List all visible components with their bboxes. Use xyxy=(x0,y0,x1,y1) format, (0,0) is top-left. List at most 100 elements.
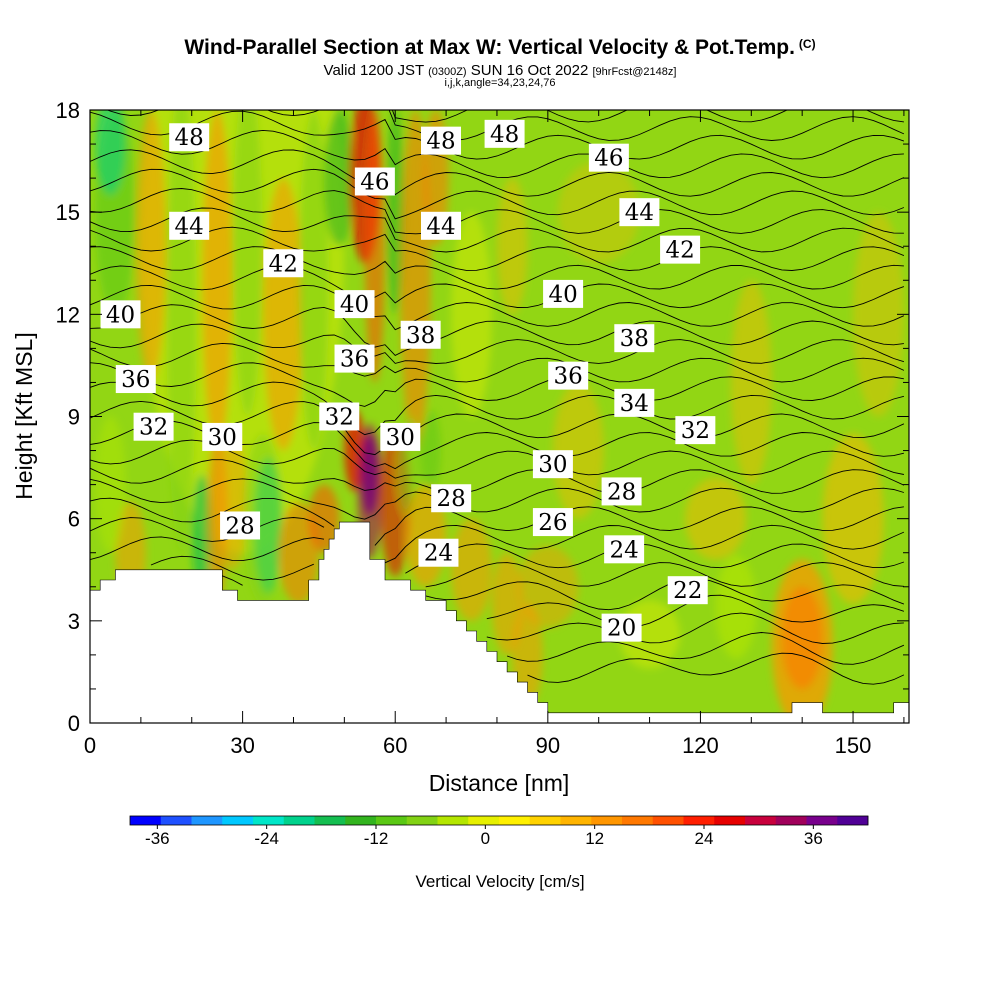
velocity-blob-32 xyxy=(512,603,543,706)
velocity-blob-10 xyxy=(324,110,355,247)
colorbar-swatch-15 xyxy=(591,816,623,825)
velocity-blob-3 xyxy=(95,110,126,196)
contour-label-32: 20 xyxy=(607,616,636,642)
contour-label-bg-27 xyxy=(220,511,261,540)
contour-label-bg-3 xyxy=(354,167,395,196)
contour-label-8: 42 xyxy=(269,251,298,277)
velocity-blob-41 xyxy=(558,161,640,264)
contour-label-bg-14 xyxy=(614,324,655,353)
contour-label-6: 44 xyxy=(426,214,455,240)
theta-contour-42 xyxy=(90,188,904,235)
chart-title: Wind-Parallel Section at Max W: Vertical… xyxy=(184,36,816,59)
colorbar-tick-label-6: 36 xyxy=(804,829,823,848)
y-tick-label-3: 9 xyxy=(68,405,80,430)
contour-label-9: 42 xyxy=(665,238,694,264)
contour-label-13: 38 xyxy=(406,323,435,349)
theta-contour-34 xyxy=(90,342,905,383)
y-tick-label-1: 3 xyxy=(68,609,80,634)
colorbar-swatch-21 xyxy=(775,816,807,825)
contour-label-bg-16 xyxy=(334,344,375,373)
contour-label-23: 30 xyxy=(386,425,415,451)
contour-label-14: 38 xyxy=(620,326,649,352)
contour-label-5: 44 xyxy=(175,214,204,240)
chart-title-suffix: (C) xyxy=(798,37,816,51)
colorbar-swatch-10 xyxy=(437,816,469,825)
theta-contour-23 xyxy=(150,555,904,588)
contour-label-bg-30 xyxy=(604,535,645,564)
colorbar-swatch-17 xyxy=(652,816,684,825)
contour-label-31: 22 xyxy=(673,578,702,604)
theta-contour-20 xyxy=(486,612,904,644)
subtitle-small-b: [9hrFcst@2148z] xyxy=(592,66,677,78)
velocity-blob-14 xyxy=(400,110,431,451)
colorbar-frame xyxy=(129,815,869,826)
x-tick-label-1: 30 xyxy=(230,733,254,758)
contour-label-bg-13 xyxy=(400,320,441,349)
contour-label-bg-28 xyxy=(532,508,573,537)
contour-label-bg-23 xyxy=(380,422,421,451)
theta-contour-46 xyxy=(90,110,905,160)
contour-label-1: 48 xyxy=(426,129,455,155)
contour-label-bg-29 xyxy=(418,538,459,567)
contour-label-4: 46 xyxy=(594,146,623,172)
theta-contour-32 xyxy=(90,381,905,436)
velocity-blob-37 xyxy=(822,433,884,604)
y-tick-label-5: 15 xyxy=(56,200,80,225)
y-tick-label-6: 18 xyxy=(56,98,80,123)
colorbar-swatch-11 xyxy=(468,816,500,825)
theta-contour-26 xyxy=(90,497,904,546)
contour-label-30: 24 xyxy=(609,537,638,563)
contour-label-29: 24 xyxy=(424,541,453,567)
velocity-blob-20 xyxy=(242,433,284,604)
x-tick-label-3: 90 xyxy=(536,733,560,758)
x-axis-label: Distance [nm] xyxy=(429,770,570,796)
contour-label-26: 28 xyxy=(607,479,636,505)
contour-label-bg-32 xyxy=(601,613,642,642)
theta-contour-45 xyxy=(90,129,904,179)
contour-label-bg-5 xyxy=(169,211,210,240)
y-tick-label-4: 12 xyxy=(56,302,80,327)
theta-contour-25 xyxy=(90,517,905,564)
theta-contour-39 xyxy=(90,246,904,290)
contour-label-3: 46 xyxy=(360,170,389,196)
contour-label-20: 32 xyxy=(325,405,354,431)
colorbar-swatch-0 xyxy=(130,816,162,825)
contour-label-bg-25 xyxy=(431,484,472,513)
theta-contour-22 xyxy=(222,575,905,611)
contour-label-bg-2 xyxy=(484,119,525,148)
contour-label-17: 36 xyxy=(554,364,583,390)
theta-contour-19 xyxy=(506,632,905,665)
colorbar-tick-label-0: -36 xyxy=(145,829,170,848)
colorbar-swatch-18 xyxy=(683,816,715,825)
contour-label-bg-11 xyxy=(334,290,375,319)
theta-contour-48 xyxy=(391,110,904,123)
colorbar-tick-label-5: 24 xyxy=(695,829,714,848)
contour-label-bg-0 xyxy=(169,123,210,152)
contour-label-24: 30 xyxy=(538,452,567,478)
contour-label-bg-26 xyxy=(601,477,642,506)
colorbar-swatch-2 xyxy=(191,816,223,825)
theta-contour-36 xyxy=(90,304,904,356)
contour-label-bg-20 xyxy=(319,402,360,431)
theta-contour-33 xyxy=(90,362,904,407)
contour-label-15: 36 xyxy=(121,367,150,393)
theta-contour-38 xyxy=(90,265,905,309)
colorbar-tick-label-3: 0 xyxy=(481,829,490,848)
x-tick-label-2: 60 xyxy=(383,733,407,758)
velocity-blob-43 xyxy=(496,178,528,315)
contour-label-bg-22 xyxy=(202,422,243,451)
velocity-blob-44 xyxy=(685,477,747,560)
theta-contour-40 xyxy=(90,226,905,271)
contour-label-2: 48 xyxy=(490,122,519,148)
colorbar-swatch-8 xyxy=(376,816,408,825)
velocity-blob-4 xyxy=(135,110,167,383)
contour-label-0: 48 xyxy=(175,125,204,151)
contour-label-bg-24 xyxy=(532,450,573,479)
subtitle-part-b: SUN 16 Oct 2022 xyxy=(466,62,593,79)
colorbar-swatch-13 xyxy=(529,816,561,825)
contour-label-bg-18 xyxy=(614,388,655,417)
x-tick-label-5: 150 xyxy=(835,733,872,758)
contour-label-bg-10 xyxy=(100,300,141,329)
chart-subtitle-2: i,j,k,angle=34,23,24,76 xyxy=(444,77,556,89)
